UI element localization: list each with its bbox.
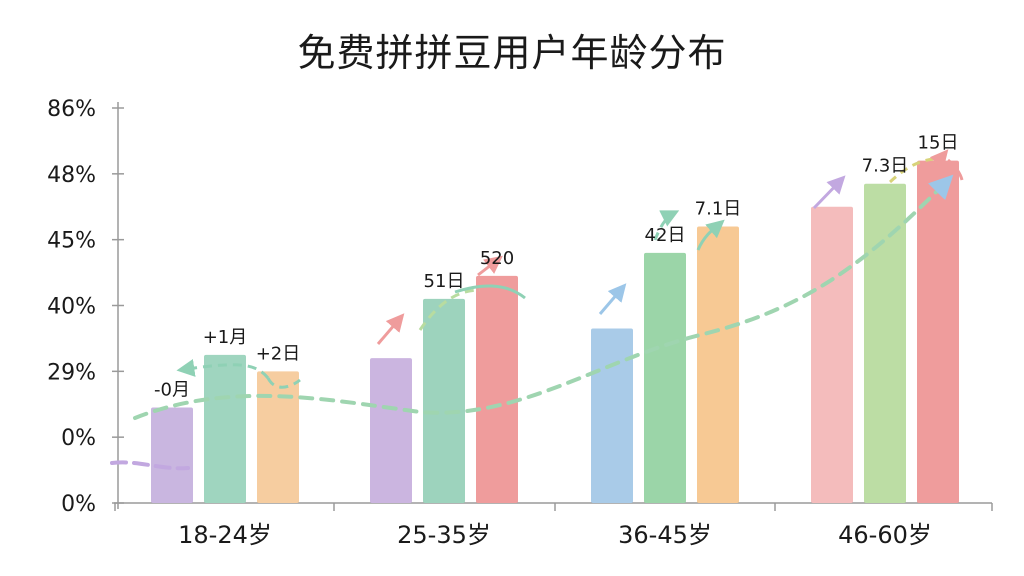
bar-3-1 (864, 183, 906, 504)
bar-0-0 (151, 407, 193, 503)
bar-2-1 (644, 252, 686, 503)
data-label: 15日 (918, 133, 959, 154)
labels: -0月 +1月 +2日 18-24岁 51日 520 25-35岁 42日 7.1日 36-45岁… (154, 133, 958, 549)
y-tick-label: 45% (47, 229, 96, 254)
bar-0-2 (257, 371, 299, 503)
bar-1-2 (476, 275, 518, 503)
trend-46-yellow (888, 156, 941, 184)
y-tick-label: 86% (47, 97, 96, 122)
bar-2-0 (591, 328, 633, 503)
data-label: 51日 (424, 271, 465, 292)
arrow-hook (266, 377, 301, 389)
y-tick-label: 48% (47, 163, 96, 188)
category-label: 18-24岁 (178, 521, 272, 549)
purple-stub (110, 460, 190, 471)
y-tick-label: 29% (47, 360, 96, 385)
axes: 0% 0% 29% 40% 45% 48% 86% (47, 97, 993, 517)
data-label: 520 (480, 248, 514, 269)
arrow-red-15 (929, 149, 949, 169)
category-label: 46-60岁 (838, 521, 932, 549)
arrow-red-tail (947, 158, 964, 181)
y-tick-label: 40% (47, 295, 96, 320)
trend-decorations (110, 149, 964, 471)
arrow-green-42 (653, 210, 680, 241)
trend-25-b (454, 284, 526, 300)
bar-3-0 (811, 206, 853, 503)
data-label: +2日 (256, 343, 301, 364)
arrow-red-25 (376, 313, 405, 345)
bar-3-2 (917, 160, 959, 503)
bar-2-2 (697, 226, 739, 503)
arrow-red-520 (477, 255, 503, 277)
arrow-blue-36 (598, 283, 627, 315)
chart-title: 免费拼拼豆用户年龄分布 (297, 31, 727, 75)
arrow-purple-46 (812, 175, 846, 210)
trend-curve (133, 174, 954, 420)
data-label: -0月 (154, 380, 190, 401)
data-label: 7.1日 (695, 199, 742, 220)
bar-1-0 (370, 358, 412, 503)
data-label: 7.3日 (862, 156, 909, 177)
bar-0-1 (204, 354, 246, 503)
category-label: 36-45岁 (618, 521, 712, 549)
bar-1-1 (423, 298, 465, 503)
bars (151, 160, 959, 504)
data-label: +1月 (203, 327, 248, 348)
y-tick-label: 0% (61, 492, 96, 517)
category-label: 25-35岁 (397, 521, 491, 549)
arrow-green-71 (696, 219, 725, 251)
arrow-left-green (176, 359, 270, 379)
y-tick-label: 0% (61, 426, 96, 451)
data-label: 42日 (645, 225, 686, 246)
